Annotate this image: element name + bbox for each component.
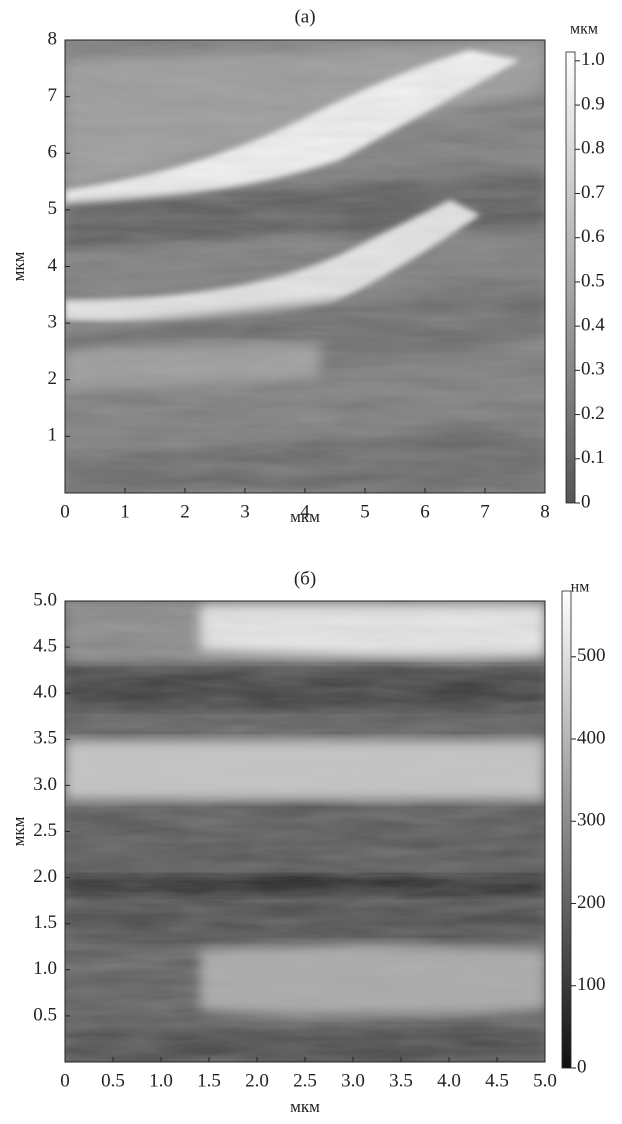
x-tick-label: 2 (180, 501, 190, 522)
colorbar-tick-label: 0.5 (581, 270, 605, 291)
x-tick-label: 8 (540, 501, 550, 522)
y-tick-label: 1.0 (33, 958, 57, 979)
y-tick-label: 7 (48, 85, 58, 106)
x-tick-label: 4.5 (485, 1070, 509, 1091)
x-tick-label: 0.5 (101, 1070, 125, 1091)
x-tick-label: 2.0 (245, 1070, 269, 1091)
y-axis-label: мкм (9, 251, 28, 281)
x-tick-label: 3 (240, 501, 250, 522)
colorbar-label: нм (571, 579, 590, 596)
y-tick-label: 2 (48, 368, 58, 389)
x-tick-label: 2.5 (293, 1070, 317, 1091)
y-tick-label: 3 (48, 311, 58, 332)
y-tick-label: 6 (48, 142, 58, 163)
colorbar-tick-label: 400 (577, 727, 606, 748)
colorbar-tick-label: 0.8 (581, 138, 605, 159)
x-tick-label: 3.0 (341, 1070, 365, 1091)
x-axis-label: мкм (290, 1097, 320, 1116)
x-tick-label: 6 (420, 501, 430, 522)
x-tick-label: 3.5 (389, 1070, 413, 1091)
colorbar-tick-label: 1.0 (581, 49, 605, 70)
x-tick-label: 0 (60, 501, 70, 522)
colorbar-tick-label: 0.2 (581, 403, 605, 424)
y-tick-label: 2.5 (33, 820, 57, 841)
colorbar-tick-label: 0.9 (581, 93, 605, 114)
x-tick-label: 1 (120, 501, 130, 522)
x-tick-label: 7 (480, 501, 490, 522)
chart-title: (а) (294, 6, 315, 27)
colorbar-tick-label: 300 (577, 810, 606, 831)
y-tick-label: 2.0 (33, 866, 57, 887)
x-tick-label: 5.0 (533, 1070, 557, 1091)
x-tick-label: 4 (300, 501, 310, 522)
colorbar-tick-label: 200 (577, 892, 606, 913)
y-tick-label: 4.5 (33, 635, 57, 656)
colorbar (565, 51, 576, 504)
colorbar-tick-label: 0.3 (581, 359, 605, 380)
colorbar-tick-label: 100 (577, 974, 606, 995)
x-tick-label: 1.0 (149, 1070, 173, 1091)
x-axis-label: мкм (290, 507, 320, 526)
colorbar-tick-label: 0.1 (581, 447, 605, 468)
afm-image-a (65, 40, 545, 493)
y-tick-label: 5 (48, 198, 58, 219)
y-tick-label: 1 (48, 425, 58, 446)
y-tick-label: 8 (48, 28, 58, 49)
colorbar (561, 590, 572, 1069)
x-tick-label: 4.0 (437, 1070, 461, 1091)
y-tick-label: 3.0 (33, 774, 57, 795)
colorbar-tick-label: 0 (577, 1056, 587, 1077)
x-tick-label: 0 (60, 1070, 70, 1091)
x-tick-label: 5 (360, 501, 370, 522)
colorbar-tick-label: 500 (577, 645, 606, 666)
afm-image-b (65, 601, 545, 1062)
colorbar-tick-label: 0.7 (581, 182, 605, 203)
y-tick-label: 0.5 (33, 1004, 57, 1025)
x-tick-label: 1.5 (197, 1070, 221, 1091)
colorbar-tick-label: 0.6 (581, 226, 605, 247)
y-tick-label: 4.0 (33, 682, 57, 703)
chart-title: (б) (294, 568, 316, 589)
y-tick-label: 5.0 (33, 589, 57, 610)
y-tick-label: 3.5 (33, 728, 57, 749)
y-tick-label: 1.5 (33, 912, 57, 933)
y-axis-label: мкм (9, 816, 28, 846)
y-tick-label: 4 (48, 255, 58, 276)
colorbar-tick-label: 0.4 (581, 314, 605, 335)
colorbar-label: мкм (570, 21, 598, 38)
colorbar-tick-label: 0 (581, 491, 591, 512)
